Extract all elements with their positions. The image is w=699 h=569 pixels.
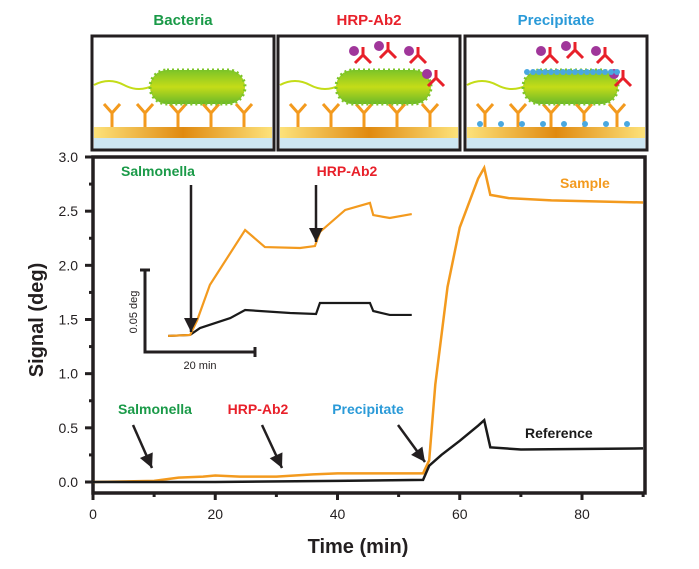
antibody-icon [201, 103, 221, 127]
precipitate-icon [566, 69, 572, 75]
schematic-panel-hrp-ab2: HRP-Ab2 [276, 12, 462, 152]
antibody-icon [607, 103, 627, 127]
precipitate-icon [561, 121, 567, 127]
antibody-icon [354, 103, 374, 127]
annotation-label: Precipitate [332, 401, 404, 417]
precipitate-icon [590, 69, 596, 75]
x-axis-label: Time (min) [308, 536, 409, 558]
hrp-antibody-icon [536, 46, 560, 65]
y-axis-label: Signal (deg) [26, 263, 48, 377]
precipitate-icon [582, 121, 588, 127]
x-tick-label: 60 [452, 506, 468, 522]
annotation-label: Salmonella [118, 401, 192, 417]
flagella-icon [279, 80, 341, 90]
bacteria-icon [148, 68, 247, 106]
hrp-antibody-icon [349, 46, 373, 65]
annotation-arrow-icon [131, 424, 154, 469]
precipitate-icon [548, 69, 554, 75]
y-tick-label: 3.0 [59, 149, 79, 165]
precipitate-icon [477, 121, 483, 127]
panel-frame [276, 34, 462, 152]
hrp-antibody-icon [404, 46, 428, 65]
x-tick-label: 40 [330, 506, 346, 522]
precipitate-icon [560, 69, 566, 75]
annotation-arrow-icon [396, 424, 427, 463]
flagella-icon [93, 80, 155, 90]
panel-title: Precipitate [518, 12, 595, 29]
x-tick-label: 80 [574, 506, 590, 522]
precipitate-icon [498, 121, 504, 127]
precipitate-icon [524, 69, 530, 75]
precipitate-icon [584, 69, 590, 75]
antibody-icon [102, 103, 122, 127]
antibody-icon [168, 103, 188, 127]
precipitate-icon [536, 69, 542, 75]
precipitate-icon [602, 69, 608, 75]
hrp-antibody-icon [561, 41, 585, 60]
series-label-sample: Sample [560, 175, 610, 191]
inset-annotation-label: Salmonella [121, 163, 195, 179]
panel-title: HRP-Ab2 [336, 12, 401, 29]
schematic-panel-bacteria: Bacteria [90, 12, 276, 152]
bacteria-icon [334, 68, 433, 106]
schematic-panel-precipitate: Precipitate [463, 12, 649, 152]
precipitate-icon [608, 69, 614, 75]
hrp-antibody-icon [422, 69, 446, 88]
inset-arrow-icon [184, 185, 198, 332]
y-tick-label: 0.0 [59, 474, 79, 490]
precipitate-icon [603, 121, 609, 127]
inset-series-line-reference [168, 301, 412, 338]
y-tick-label: 0.5 [59, 420, 79, 436]
hrp-antibody-icon [591, 46, 615, 65]
panel-title: Bacteria [153, 12, 213, 29]
antibody-icon [475, 103, 495, 127]
panel-frame [463, 34, 649, 152]
bacteria-icon [521, 68, 620, 106]
annotation-arrow-icon [260, 424, 284, 469]
y-tick-label: 2.5 [59, 203, 79, 219]
y-tick-label: 2.0 [59, 257, 79, 273]
precipitate-icon [572, 69, 578, 75]
y-tick-label: 1.0 [59, 366, 79, 382]
inset-scale-y-label: 0.05 deg [128, 291, 140, 334]
hrp-antibody-icon [374, 41, 398, 60]
flagella-icon [466, 80, 528, 90]
precipitate-icon [542, 69, 548, 75]
annotation-label: HRP-Ab2 [228, 401, 289, 417]
x-tick-label: 20 [207, 506, 223, 522]
inset-series-line-sample [168, 201, 412, 338]
plot-frame [91, 155, 647, 495]
inset-arrow-icon [309, 185, 323, 242]
inset-scale-bar [140, 268, 257, 357]
precipitate-icon [530, 69, 536, 75]
series-line-sample [92, 164, 644, 484]
precipitate-icon [578, 69, 584, 75]
antibody-icon [508, 103, 528, 127]
antibody-icon [321, 103, 341, 127]
precipitate-icon [540, 121, 546, 127]
y-tick-label: 1.5 [59, 312, 79, 328]
series-line-reference [93, 417, 644, 484]
antibody-icon [420, 103, 440, 127]
precipitate-icon [554, 69, 560, 75]
panel-frame [90, 34, 276, 152]
precipitate-icon [596, 69, 602, 75]
antibody-icon [234, 103, 254, 127]
precipitate-icon [519, 121, 525, 127]
precipitate-icon [614, 69, 620, 75]
antibody-icon [387, 103, 407, 127]
inset-annotation-label: HRP-Ab2 [317, 163, 378, 179]
inset-scale-x-label: 20 min [183, 360, 216, 372]
x-tick-label: 0 [89, 506, 97, 522]
precipitate-icon [624, 121, 630, 127]
series-label-reference: Reference [525, 425, 593, 441]
antibody-icon [288, 103, 308, 127]
antibody-icon [135, 103, 155, 127]
